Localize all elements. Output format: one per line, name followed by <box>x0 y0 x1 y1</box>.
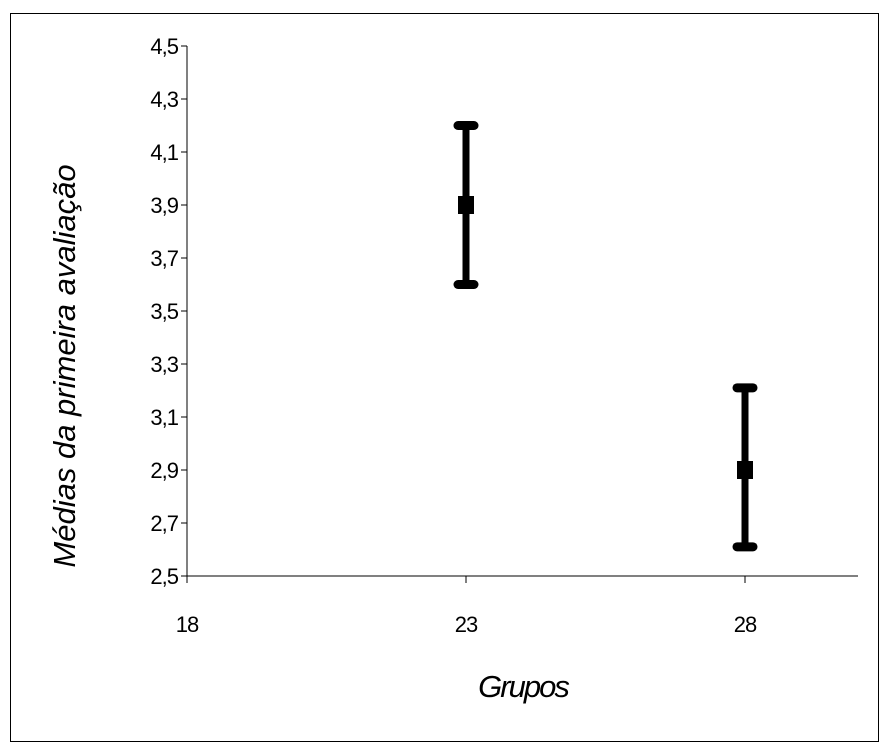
data-point-marker <box>737 461 753 479</box>
y-tick-label: 3,1 <box>150 405 178 430</box>
y-tick-label: 3,9 <box>150 193 178 218</box>
y-axis-title: Médias da primeira avaliação <box>47 164 82 567</box>
y-tick-label: 4,1 <box>150 140 178 165</box>
y-tick-label: 4,5 <box>150 34 178 59</box>
ticks: 2,5 2,7 2,9 3,1 3,3 3,5 3,7 3,9 4,1 4,3 4,5 18 23 28 <box>150 34 758 637</box>
y-tick-label: 4,3 <box>150 87 178 112</box>
x-tick-label: 28 <box>734 612 757 637</box>
x-axis-title: Grupos <box>478 669 569 704</box>
axes <box>186 46 858 577</box>
x-tick-label: 18 <box>176 612 199 637</box>
data-marks <box>453 121 758 552</box>
y-tick-label: 2,5 <box>150 564 178 589</box>
y-tick-label: 2,9 <box>150 458 178 483</box>
chart-frame <box>10 13 879 742</box>
y-tick-label: 3,7 <box>150 246 178 271</box>
x-tick-label: 23 <box>455 612 478 637</box>
y-tick-label: 3,3 <box>150 352 178 377</box>
y-tick-label: 3,5 <box>150 299 178 324</box>
y-tick-label: 2,7 <box>150 511 178 536</box>
data-point-marker <box>458 196 474 214</box>
